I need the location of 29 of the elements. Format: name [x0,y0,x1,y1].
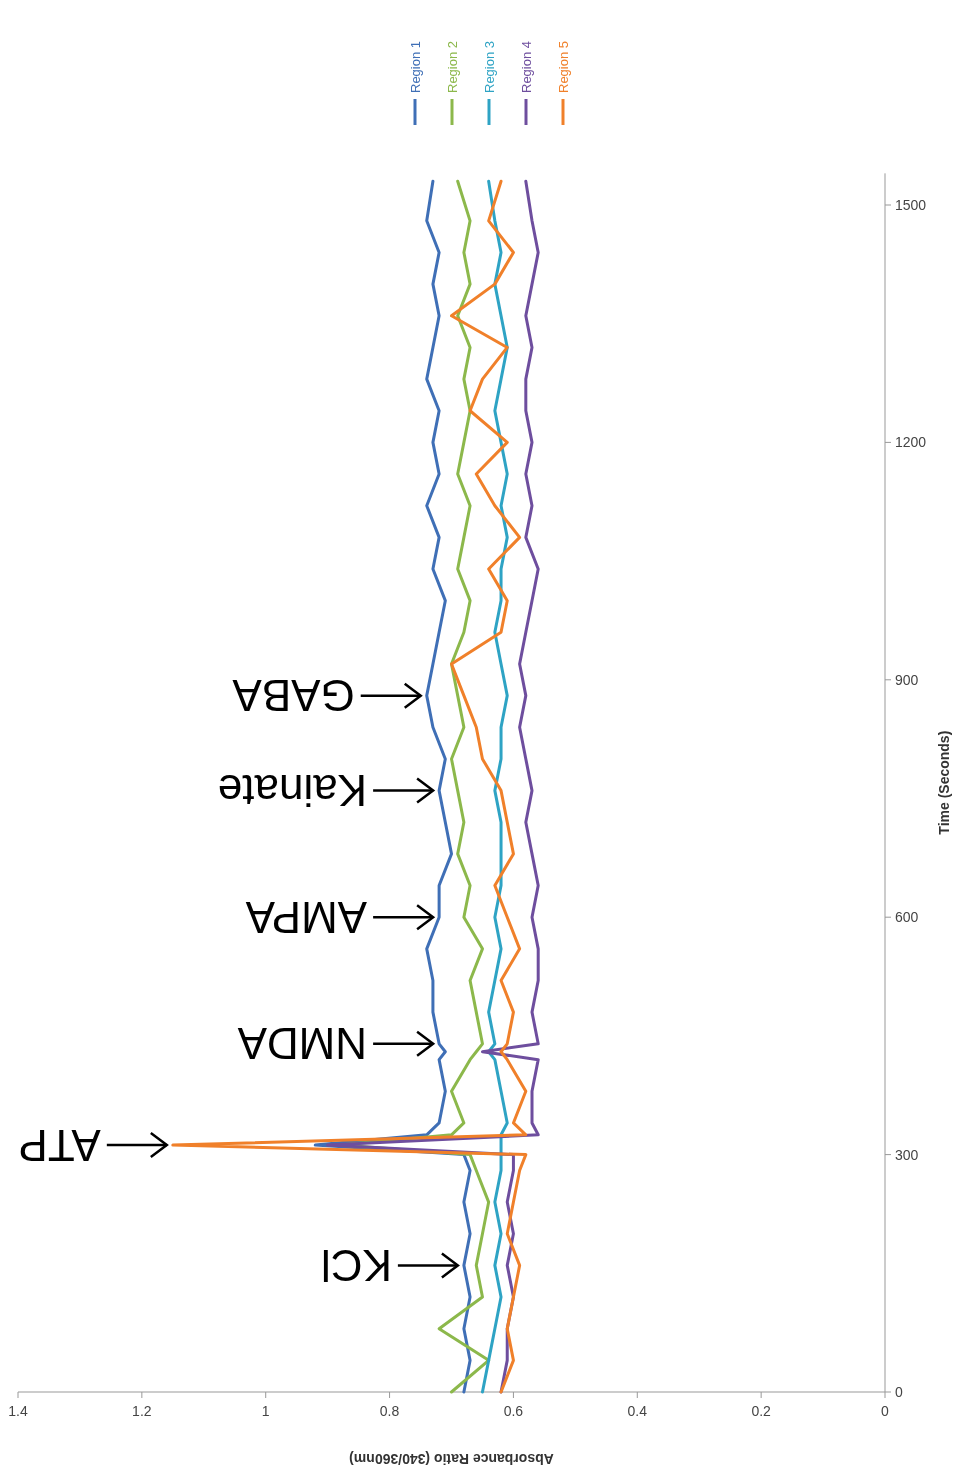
y-tick-label: 600 [895,909,919,926]
y-tick-label: 900 [895,671,919,688]
y-tick-label: 300 [895,1146,919,1163]
x-axis-title: Absorbance Ratio (340/360nm) [349,1451,554,1467]
annotation: KCl [320,1240,392,1290]
line-series [480,179,509,1394]
annotation: Kainate [217,766,368,816]
text: Region 5 [555,40,571,93]
annotation: AMPA [245,892,368,942]
text: Region 2 [444,40,460,93]
x-tick-label: 0 [881,1403,890,1419]
y-axis-title: Time (Seconds) [936,730,952,835]
x-tick-label: 0.2 [751,1403,772,1419]
text: Region 3 [481,40,497,93]
x-tick-label: 0.8 [379,1403,400,1419]
annotation: GABA [231,671,355,721]
annotation: ATP [18,1120,101,1170]
x-tick-label: 0.4 [627,1403,648,1419]
text: Region 4 [518,40,534,93]
y-tick-label: 1200 [895,434,927,451]
x-tick-label: 1.2 [132,1403,152,1419]
y-tick-label: 1500 [895,197,927,213]
x-tick-label: 0.6 [503,1403,524,1419]
y-tick-label: 0 [895,1384,903,1400]
text: Region 1 [407,40,423,93]
x-tick-label: 1.4 [8,1403,28,1419]
x-tick-label: 1 [261,1403,270,1419]
line-series [171,179,528,1394]
annotation: NMDA [236,1019,368,1069]
